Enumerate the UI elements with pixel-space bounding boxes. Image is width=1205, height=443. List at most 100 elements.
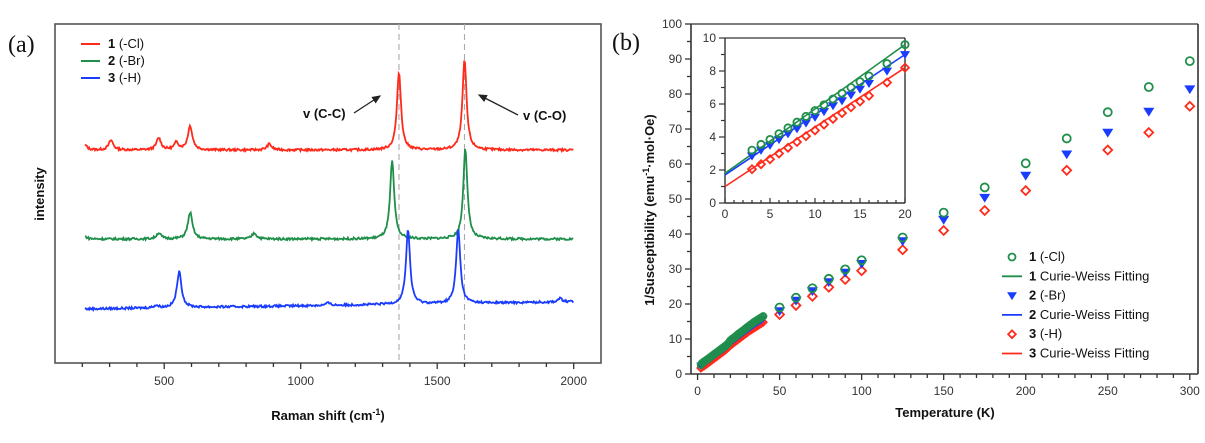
data-point-diamond <box>773 308 786 321</box>
data-point-diamond <box>827 113 839 125</box>
data-point-diamond <box>979 204 991 217</box>
inset-x-tick-label: 10 <box>808 207 822 221</box>
y-tick-label: 60 <box>669 157 683 171</box>
data-point-circle <box>1020 158 1031 169</box>
data-point-circle <box>759 312 768 321</box>
x-tick-label: 150 <box>934 384 954 398</box>
x-tick-label: 0 <box>694 384 701 398</box>
data-point-triangle <box>899 51 911 60</box>
legend-label: 3 Curie-Weiss Fitting <box>1029 346 1149 361</box>
y-tick-label: 40 <box>669 227 683 241</box>
x-tick-label: 1500 <box>424 374 451 388</box>
x-tick-label: 200 <box>1016 384 1036 398</box>
data-point-diamond <box>773 148 785 159</box>
data-point-circle <box>900 40 910 50</box>
data-point-triangle <box>1143 107 1155 117</box>
legend-label: 2 (-Br) <box>108 53 145 68</box>
data-point-triangle <box>979 193 991 203</box>
data-point-diamond <box>823 281 835 293</box>
inset-x-tick-label: 20 <box>898 207 912 221</box>
data-point-diamond <box>855 265 868 277</box>
data-point-diamond <box>854 96 866 107</box>
data-point-diamond <box>764 154 776 165</box>
data-point-circle <box>774 129 784 139</box>
data-point-circle <box>938 207 949 218</box>
y-tick-label: 80 <box>669 87 683 101</box>
x-tick-label: 500 <box>154 374 174 388</box>
inset-y-tick-label: 10 <box>703 31 717 45</box>
data-point-circle <box>840 264 851 275</box>
data-point-circle <box>979 182 990 193</box>
raman-legend: 1 (-Cl) 2 (-Br) 3 (-H) <box>81 36 145 85</box>
panel-label-a: (a) <box>8 32 35 58</box>
legend-label: 1 (-Cl) <box>1029 249 1065 264</box>
annotation-co: v (C-O) <box>523 108 566 123</box>
data-point-diamond <box>1020 184 1032 197</box>
data-point-circle <box>855 77 865 87</box>
data-point-diamond <box>881 77 893 88</box>
data-point-diamond <box>746 163 758 175</box>
data-point-circle <box>1007 252 1017 262</box>
x-tick-label: 1000 <box>287 374 314 388</box>
legend-label: 2 (-Br) <box>1029 288 1066 303</box>
data-point-circle <box>819 100 829 110</box>
raman-x-axis-title: Raman shift (cm-1) <box>271 407 385 423</box>
raman-y-axis-title: intensity <box>32 167 47 221</box>
data-point-diamond <box>782 142 794 153</box>
data-point-diamond <box>896 244 909 256</box>
data-point-triangle <box>1007 292 1017 301</box>
data-point-diamond <box>1143 126 1155 139</box>
data-point-circle <box>882 59 892 69</box>
y-tick-label: 20 <box>669 297 683 311</box>
inset-x-tick-label: 5 <box>767 207 774 221</box>
spectrum-line <box>84 60 574 154</box>
data-point-circle <box>1184 56 1195 66</box>
x-tick-label: 50 <box>773 384 787 398</box>
y-tick-label: 50 <box>669 192 683 206</box>
data-point-diamond <box>1184 100 1196 112</box>
spectrum-line <box>84 229 574 313</box>
spectrum-line <box>84 148 574 243</box>
data-point-diamond <box>809 125 821 136</box>
data-point-circle <box>828 94 838 104</box>
data-point-circle <box>756 139 766 149</box>
data-point-circle <box>792 117 802 127</box>
data-point-circle <box>1061 133 1072 144</box>
data-point-circle <box>846 83 856 93</box>
data-point-circle <box>1143 82 1154 92</box>
y-tick-label: 30 <box>669 262 683 276</box>
data-point-circle <box>810 106 820 116</box>
data-point-triangle <box>1184 85 1196 95</box>
series-circle <box>696 56 1195 369</box>
data-point-diamond <box>818 119 830 130</box>
x-tick-label: 250 <box>1098 384 1118 398</box>
data-point-circle <box>823 273 834 284</box>
inset-y-tick-label: 2 <box>709 163 716 177</box>
legend-label: 3 (-H) <box>1029 326 1062 341</box>
data-point-circle <box>1102 107 1113 118</box>
inset-y-tick-label: 0 <box>709 196 716 210</box>
data-point-diamond <box>899 62 911 73</box>
inset-x-tick-label: 15 <box>853 207 867 221</box>
data-point-circle <box>747 145 757 155</box>
inset-y-tick-label: 6 <box>709 97 716 111</box>
data-point-diamond <box>1006 329 1018 340</box>
annotation-cc-arrow <box>353 95 382 114</box>
temperature-axis-title: Temperature (K) <box>895 405 994 420</box>
data-point-circle <box>783 123 793 133</box>
data-point-circle <box>807 283 818 294</box>
data-point-circle <box>897 232 908 243</box>
data-point-diamond <box>806 290 819 302</box>
data-point-triangle <box>1020 171 1032 181</box>
data-point-diamond <box>845 102 857 113</box>
susceptibility-chart: 0 50 100 150 200 250 3000102030405060708090100… <box>641 17 1200 420</box>
panel-label-b: (b) <box>612 30 640 56</box>
inset-chart: 0 5 10 15 20 0 2 4 6 8 10 <box>703 31 912 221</box>
x-tick-label: 100 <box>852 384 872 398</box>
inset-y-tick-label: 4 <box>709 130 716 144</box>
susceptibility-legend: 1 (-Cl) 1 Curie-Weiss Fitting 2 (-Br) 2 Cur… <box>1002 249 1149 361</box>
data-point-diamond <box>1102 144 1114 156</box>
data-point-diamond <box>755 158 767 170</box>
inset-y-tick-label: 8 <box>709 64 716 78</box>
